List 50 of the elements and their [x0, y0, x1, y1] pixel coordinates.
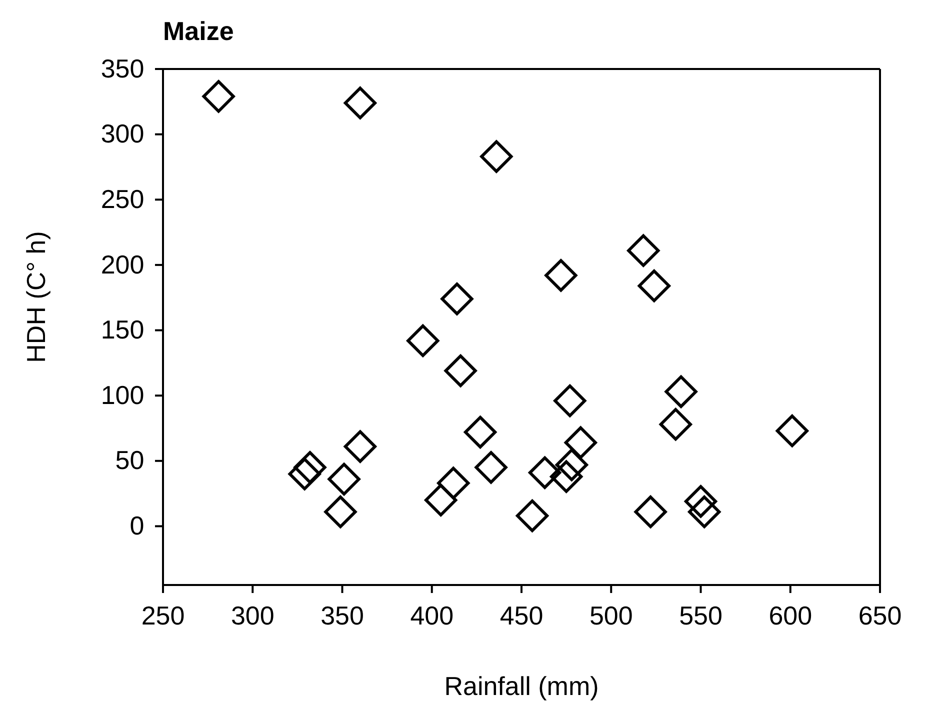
y-tick-label: 250 [100, 184, 144, 214]
point [288, 458, 321, 490]
point [664, 375, 698, 408]
x-tick-label: 650 [858, 600, 902, 631]
point [344, 430, 376, 463]
point [627, 234, 660, 267]
point [406, 324, 440, 358]
point [638, 270, 670, 302]
point [294, 451, 326, 484]
point [659, 408, 692, 441]
x-tick-label: 450 [500, 600, 544, 631]
point [634, 496, 667, 528]
point [324, 496, 357, 528]
x-tick-label: 250 [141, 600, 185, 631]
x-tick-label: 550 [679, 600, 722, 631]
x-tick-label: 600 [768, 600, 812, 631]
point [202, 80, 235, 113]
y-axis-title: HDH (C° h) [21, 231, 51, 363]
point [440, 282, 474, 316]
point [550, 460, 583, 493]
point [344, 86, 376, 120]
chart-title: Maize [163, 16, 234, 46]
point [776, 414, 808, 448]
point [564, 426, 597, 459]
point [554, 384, 586, 418]
point [437, 466, 470, 500]
point [424, 484, 458, 516]
point [688, 496, 721, 528]
y-tick-label: 100 [100, 380, 144, 410]
point [444, 354, 477, 388]
point [328, 462, 360, 496]
x-tick-label: 500 [589, 600, 633, 631]
point [480, 140, 513, 173]
point [555, 448, 588, 482]
point [464, 416, 497, 448]
y-tick-label: 300 [100, 118, 144, 149]
y-tick-label: 0 [130, 510, 144, 541]
point [684, 485, 718, 518]
x-tick-label: 400 [410, 600, 454, 631]
x-axis-title: Rainfall (mm) [444, 671, 599, 701]
y-tick-label: 350 [100, 53, 144, 84]
point [528, 456, 562, 489]
y-tick-label: 150 [100, 314, 144, 345]
x-tick-label: 300 [230, 600, 274, 631]
y-tick-label: 50 [115, 445, 144, 476]
point [474, 451, 508, 484]
point [544, 259, 578, 292]
y-tick-label: 200 [100, 249, 144, 280]
point [516, 499, 549, 532]
x-tick-label: 350 [320, 600, 364, 631]
